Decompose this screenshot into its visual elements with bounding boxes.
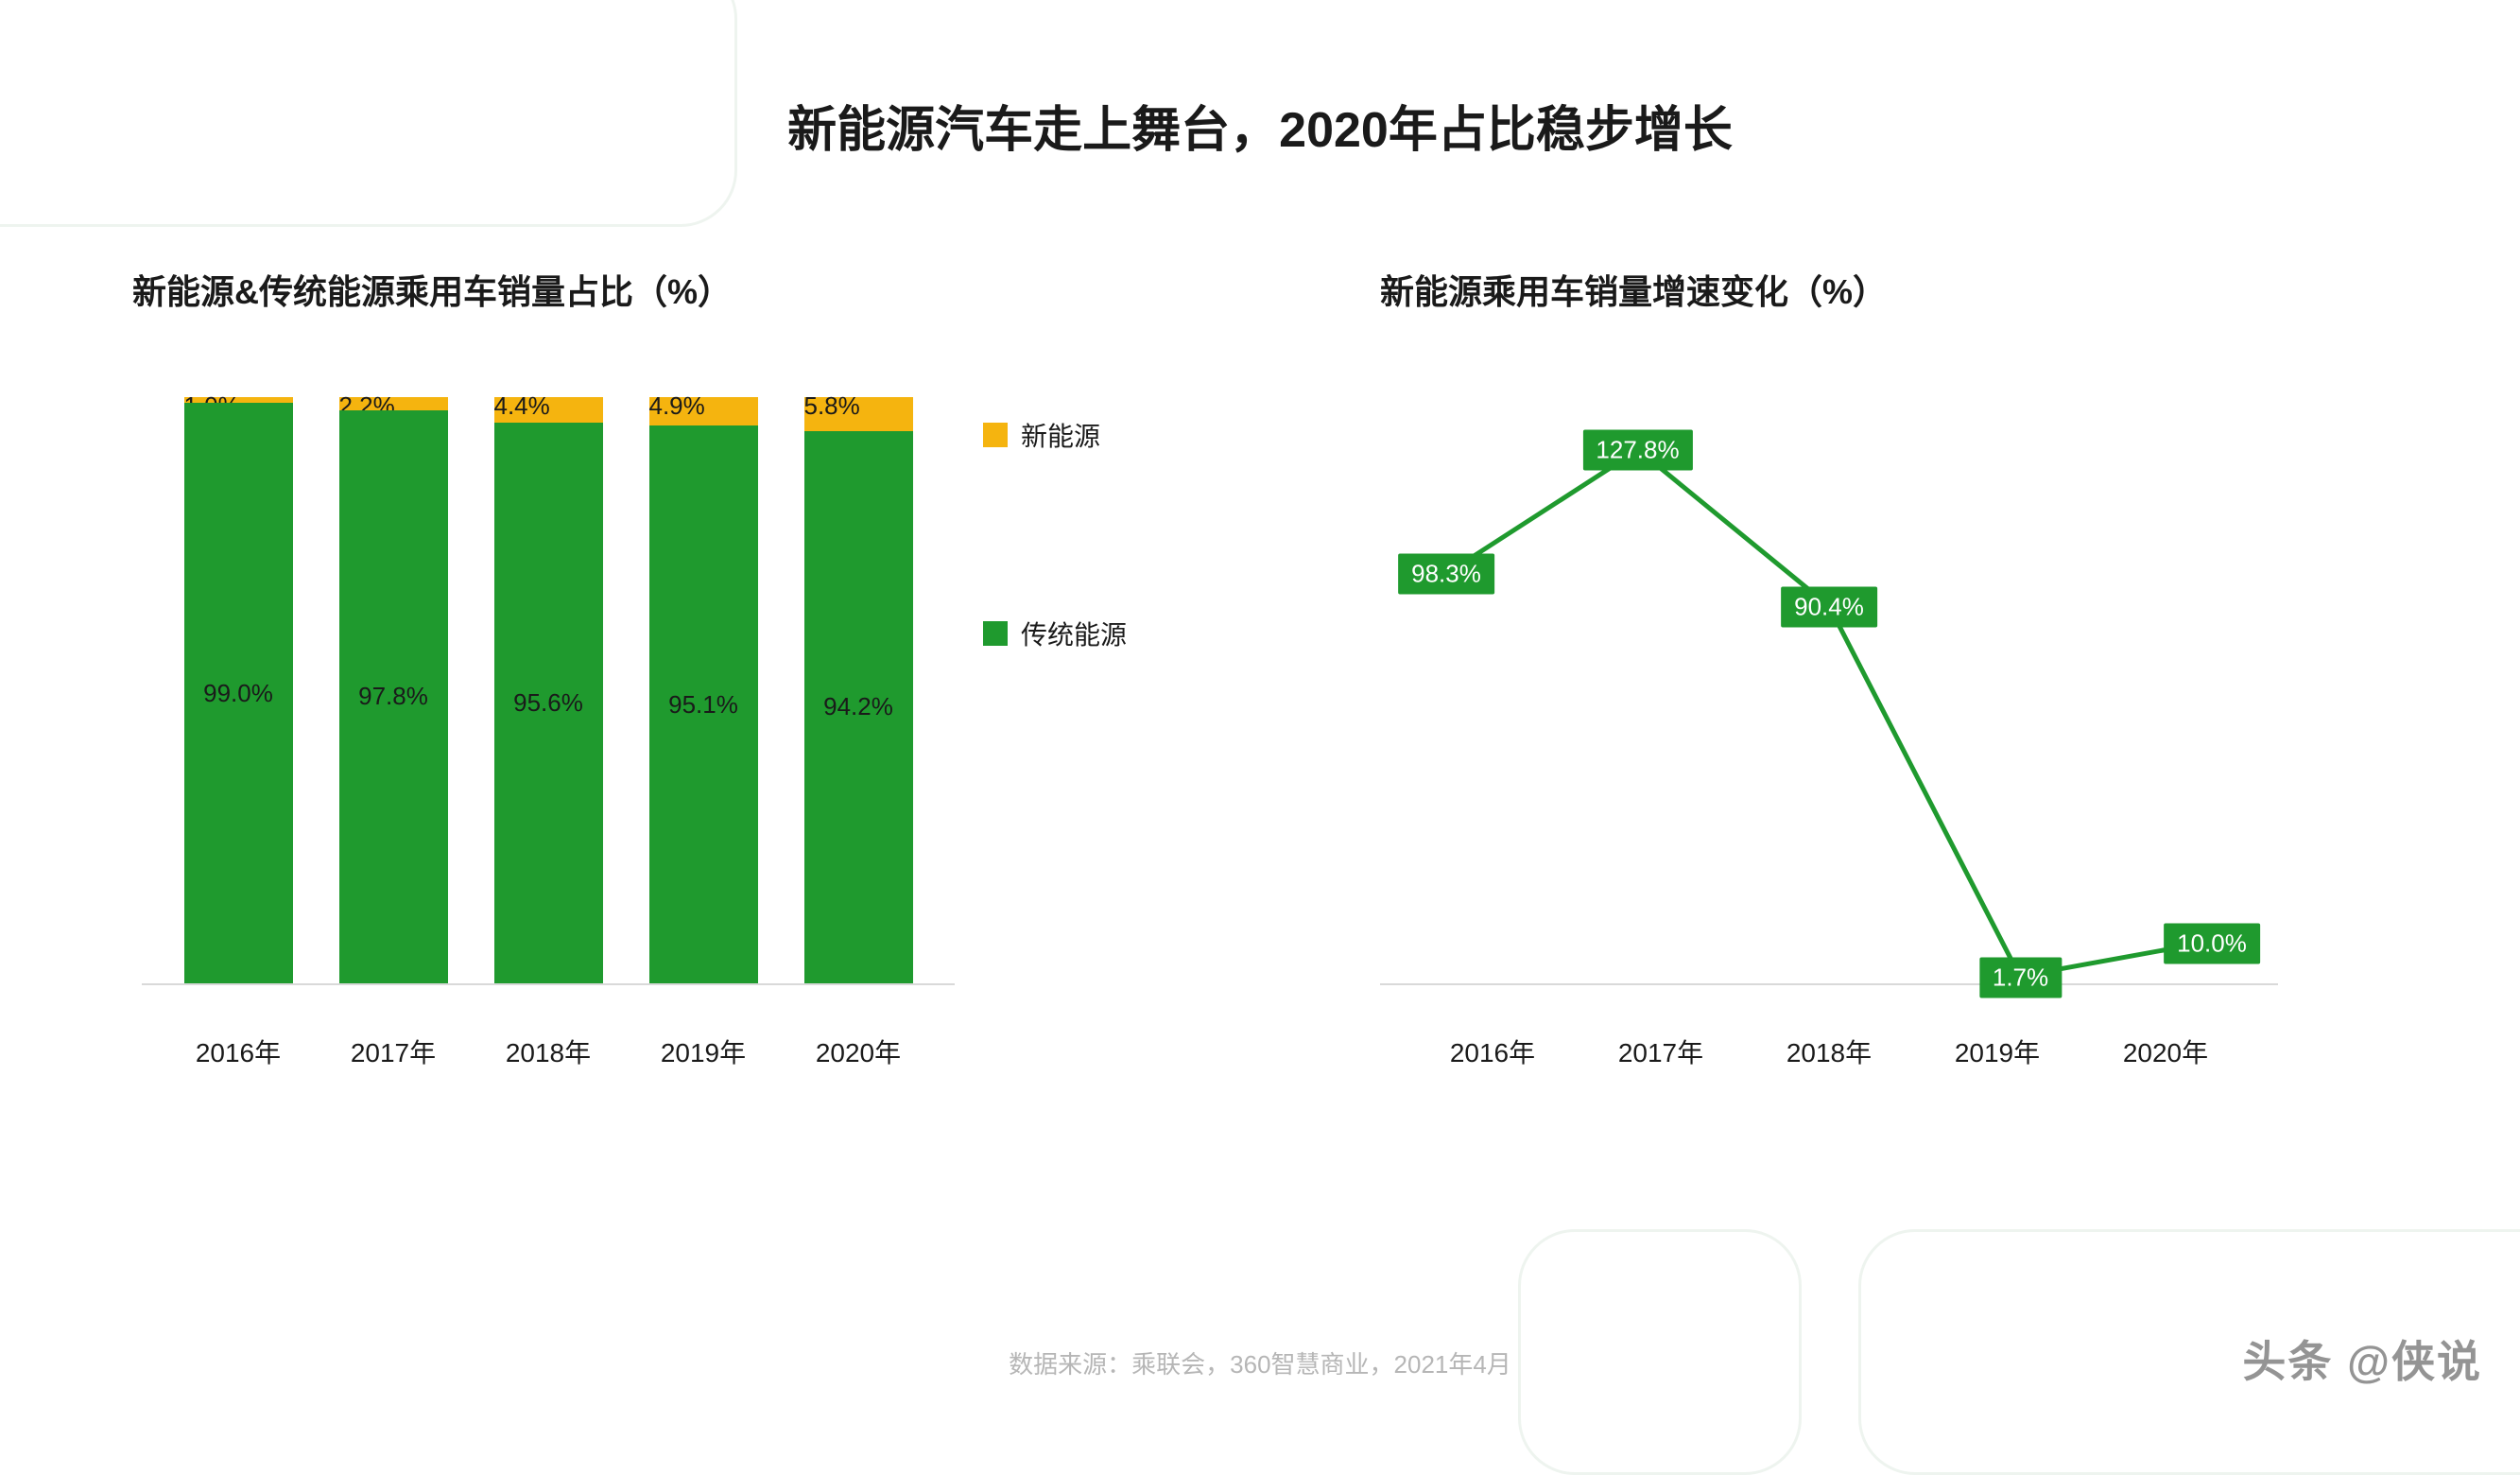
x-tick-label: 2018年	[494, 1032, 603, 1070]
bar: 2.2% 97.8%	[339, 397, 448, 983]
x-tick-label: 2019年	[649, 1032, 758, 1070]
bar-value-label: 99.0%	[203, 679, 273, 708]
line-series	[1447, 450, 2210, 977]
bar-value-label: 4.9%	[649, 391, 705, 421]
bar-segment-new-energy: 5.8%	[804, 397, 913, 431]
legend-label: 新能源	[1021, 416, 1100, 454]
right-subtitle: 新能源乘用车销量增速变化（%）	[1380, 265, 2382, 314]
bar-value-label: 95.1%	[668, 690, 738, 720]
bar-segment-traditional: 94.2%	[804, 431, 913, 983]
watermark: 头条 @侠说	[2242, 1328, 2482, 1390]
stacked-bar-chart: 1.0%99.0% 2.2% 97.8% 4.4% 95.6% 4.9% 95.1% 5.8%…	[142, 399, 955, 1023]
left-chart-column: 新能源&传统能源乘用车销量占比（%） 1.0%99.0% 2.2% 97.8% 4.4…	[132, 265, 1257, 1210]
line-point-label: 10.0%	[2164, 923, 2260, 963]
bar-segment-traditional: 95.6%	[494, 423, 603, 983]
page-title: 新能源汽车走上舞台，2020年占比稳步增长	[0, 90, 2520, 161]
right-chart-column: 新能源乘用车销量增速变化（%） 98.3% 127.8% 90.4% 1.7% 10.0…	[1257, 265, 2382, 1210]
x-tick-label: 2019年	[1913, 1032, 2081, 1070]
bar-segment-new-energy: 4.9%	[649, 397, 758, 425]
x-tick-label: 2020年	[2081, 1032, 2250, 1070]
bar-segment-traditional: 95.1%	[649, 425, 758, 983]
charts-row: 新能源&传统能源乘用车销量占比（%） 1.0%99.0% 2.2% 97.8% 4.4…	[132, 265, 2382, 1210]
line-svg	[1380, 399, 2278, 983]
x-tick-label: 2020年	[804, 1032, 913, 1070]
bar: 1.0%99.0%	[184, 397, 293, 983]
x-tick-label: 2017年	[339, 1032, 448, 1070]
legend-swatch	[983, 621, 1008, 646]
bar: 4.9% 95.1%	[649, 397, 758, 983]
bar-value-label: 5.8%	[804, 391, 860, 421]
bar-plot-area: 1.0%99.0% 2.2% 97.8% 4.4% 95.6% 4.9% 95.1% 5.8%…	[142, 399, 955, 985]
line-plot-area: 98.3%127.8%90.4%1.7%10.0%	[1380, 399, 2278, 985]
bar: 4.4% 95.6%	[494, 397, 603, 983]
bar-segment-new-energy: 2.2%	[339, 397, 448, 410]
x-tick-label: 2016年	[184, 1032, 293, 1070]
line-x-axis: 2016年2017年2018年2019年2020年	[1380, 1032, 2278, 1070]
legend-swatch	[983, 423, 1008, 447]
line-point-label: 127.8%	[1582, 430, 1692, 471]
bar: 5.8% 94.2%	[804, 397, 913, 983]
bar-value-label: 95.6%	[513, 688, 583, 718]
x-tick-label: 2018年	[1745, 1032, 1913, 1070]
legend-item: 传统能源	[983, 615, 1127, 652]
bar-legend: 新能源传统能源	[983, 416, 1127, 813]
bar-segment-traditional: 97.8%	[339, 410, 448, 983]
legend-label: 传统能源	[1021, 615, 1127, 652]
bar-value-label: 97.8%	[358, 682, 428, 711]
line-point-label: 90.4%	[1781, 586, 1877, 627]
x-tick-label: 2016年	[1408, 1032, 1577, 1070]
left-subtitle: 新能源&传统能源乘用车销量占比（%）	[132, 265, 1257, 314]
line-point-label: 98.3%	[1398, 553, 1494, 594]
bar-segment-traditional: 99.0%	[184, 403, 293, 983]
bar-value-label: 4.4%	[494, 391, 550, 421]
bar-segment-new-energy: 4.4%	[494, 397, 603, 423]
line-chart: 98.3%127.8%90.4%1.7%10.0% 2016年2017年2018…	[1380, 399, 2278, 1023]
bar-x-axis: 2016年 2017年 2018年 2019年 2020年	[142, 1032, 955, 1070]
legend-item: 新能源	[983, 416, 1127, 454]
x-tick-label: 2017年	[1577, 1032, 1745, 1070]
bar-value-label: 94.2%	[823, 692, 893, 721]
footer-source: 数据来源：乘联会，360智慧商业，2021年4月	[0, 1345, 2520, 1380]
line-point-label: 1.7%	[1979, 958, 2062, 998]
